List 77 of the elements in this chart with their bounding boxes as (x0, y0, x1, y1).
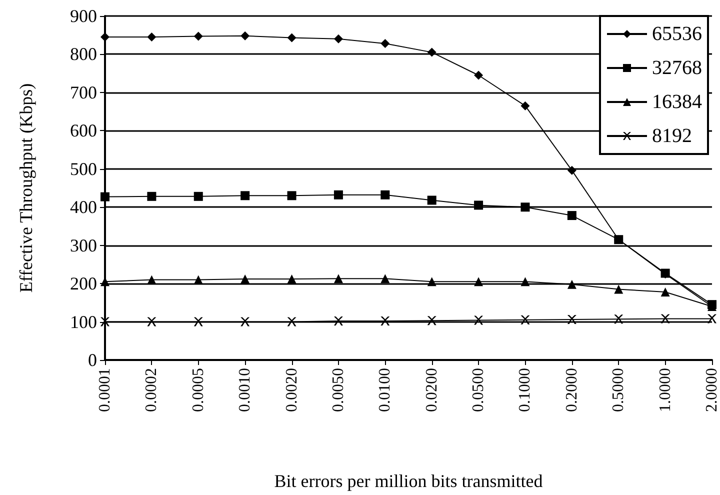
point (194, 275, 203, 284)
y-tick-label: 400 (70, 197, 97, 218)
point (380, 316, 390, 326)
legend-label: 65536 (652, 23, 702, 45)
point (614, 314, 624, 324)
point (334, 34, 343, 44)
x-tick-label: 0.0010 (236, 368, 254, 412)
point (708, 314, 716, 324)
y-axis-title: Effective Throughput (Kbps) (16, 83, 36, 293)
y-tick-label: 800 (70, 44, 97, 64)
point (287, 33, 296, 42)
point (474, 277, 484, 286)
point (474, 200, 484, 210)
x-tick-label: 0.0002 (143, 368, 160, 412)
x-tick-label: 0.5000 (610, 368, 628, 412)
point (614, 284, 624, 294)
point (474, 316, 484, 325)
x-tick-label: 0.2000 (563, 368, 580, 412)
point (380, 39, 390, 48)
point (567, 166, 576, 175)
point (287, 274, 296, 284)
x-tick-label: 0.0020 (283, 368, 300, 412)
point (614, 235, 624, 244)
point (520, 101, 530, 110)
point (334, 190, 343, 200)
point (147, 32, 156, 42)
point (287, 191, 296, 200)
point (147, 192, 156, 201)
x-axis-title: Bit errors per million bits transmitted (274, 471, 543, 491)
point (380, 190, 390, 200)
point (240, 317, 250, 326)
point (567, 211, 576, 220)
legend-label: 16384 (652, 91, 702, 113)
legend-label: 8192 (652, 125, 692, 147)
y-tick-label: 300 (70, 235, 97, 256)
point (240, 31, 250, 40)
point (567, 280, 576, 289)
x-tick-label: 0.0050 (330, 368, 347, 412)
point (147, 317, 156, 326)
point (287, 317, 296, 326)
point (520, 277, 530, 286)
point (240, 191, 250, 200)
point (100, 192, 110, 202)
legend-label: 32768 (652, 57, 702, 79)
point (474, 70, 484, 80)
y-tick-label: 200 (70, 274, 97, 294)
y-tick-label: 900 (70, 6, 97, 26)
y-tick-label: 600 (70, 120, 97, 141)
y-tick-label: 0 (88, 350, 97, 370)
point (194, 192, 203, 201)
point (427, 48, 436, 57)
point (427, 316, 436, 326)
point (660, 287, 670, 296)
point (520, 202, 530, 212)
point (194, 317, 203, 326)
point (380, 274, 390, 284)
point (520, 315, 530, 324)
point (334, 316, 343, 326)
y-tick-label: 500 (70, 158, 97, 179)
point (427, 277, 436, 286)
point (567, 314, 576, 324)
x-tick-label: 2.0000 (704, 368, 720, 412)
x-tick-label: 0.0500 (470, 368, 488, 412)
x-tick-label: 0.0001 (96, 368, 114, 412)
x-tick-label: 1.0000 (656, 368, 674, 412)
x-tick-label: 0.0200 (423, 368, 440, 412)
point (660, 314, 670, 324)
point (240, 274, 250, 284)
point (147, 275, 156, 284)
y-tick-label: 100 (70, 312, 97, 332)
y-tick-label: 700 (70, 82, 97, 102)
point (194, 32, 203, 41)
x-tick-label: 0.1000 (516, 368, 534, 412)
point (427, 196, 436, 205)
x-tick-label: 0.0005 (190, 368, 207, 412)
x-tick-label: 0.0100 (376, 368, 394, 412)
point (334, 274, 343, 284)
